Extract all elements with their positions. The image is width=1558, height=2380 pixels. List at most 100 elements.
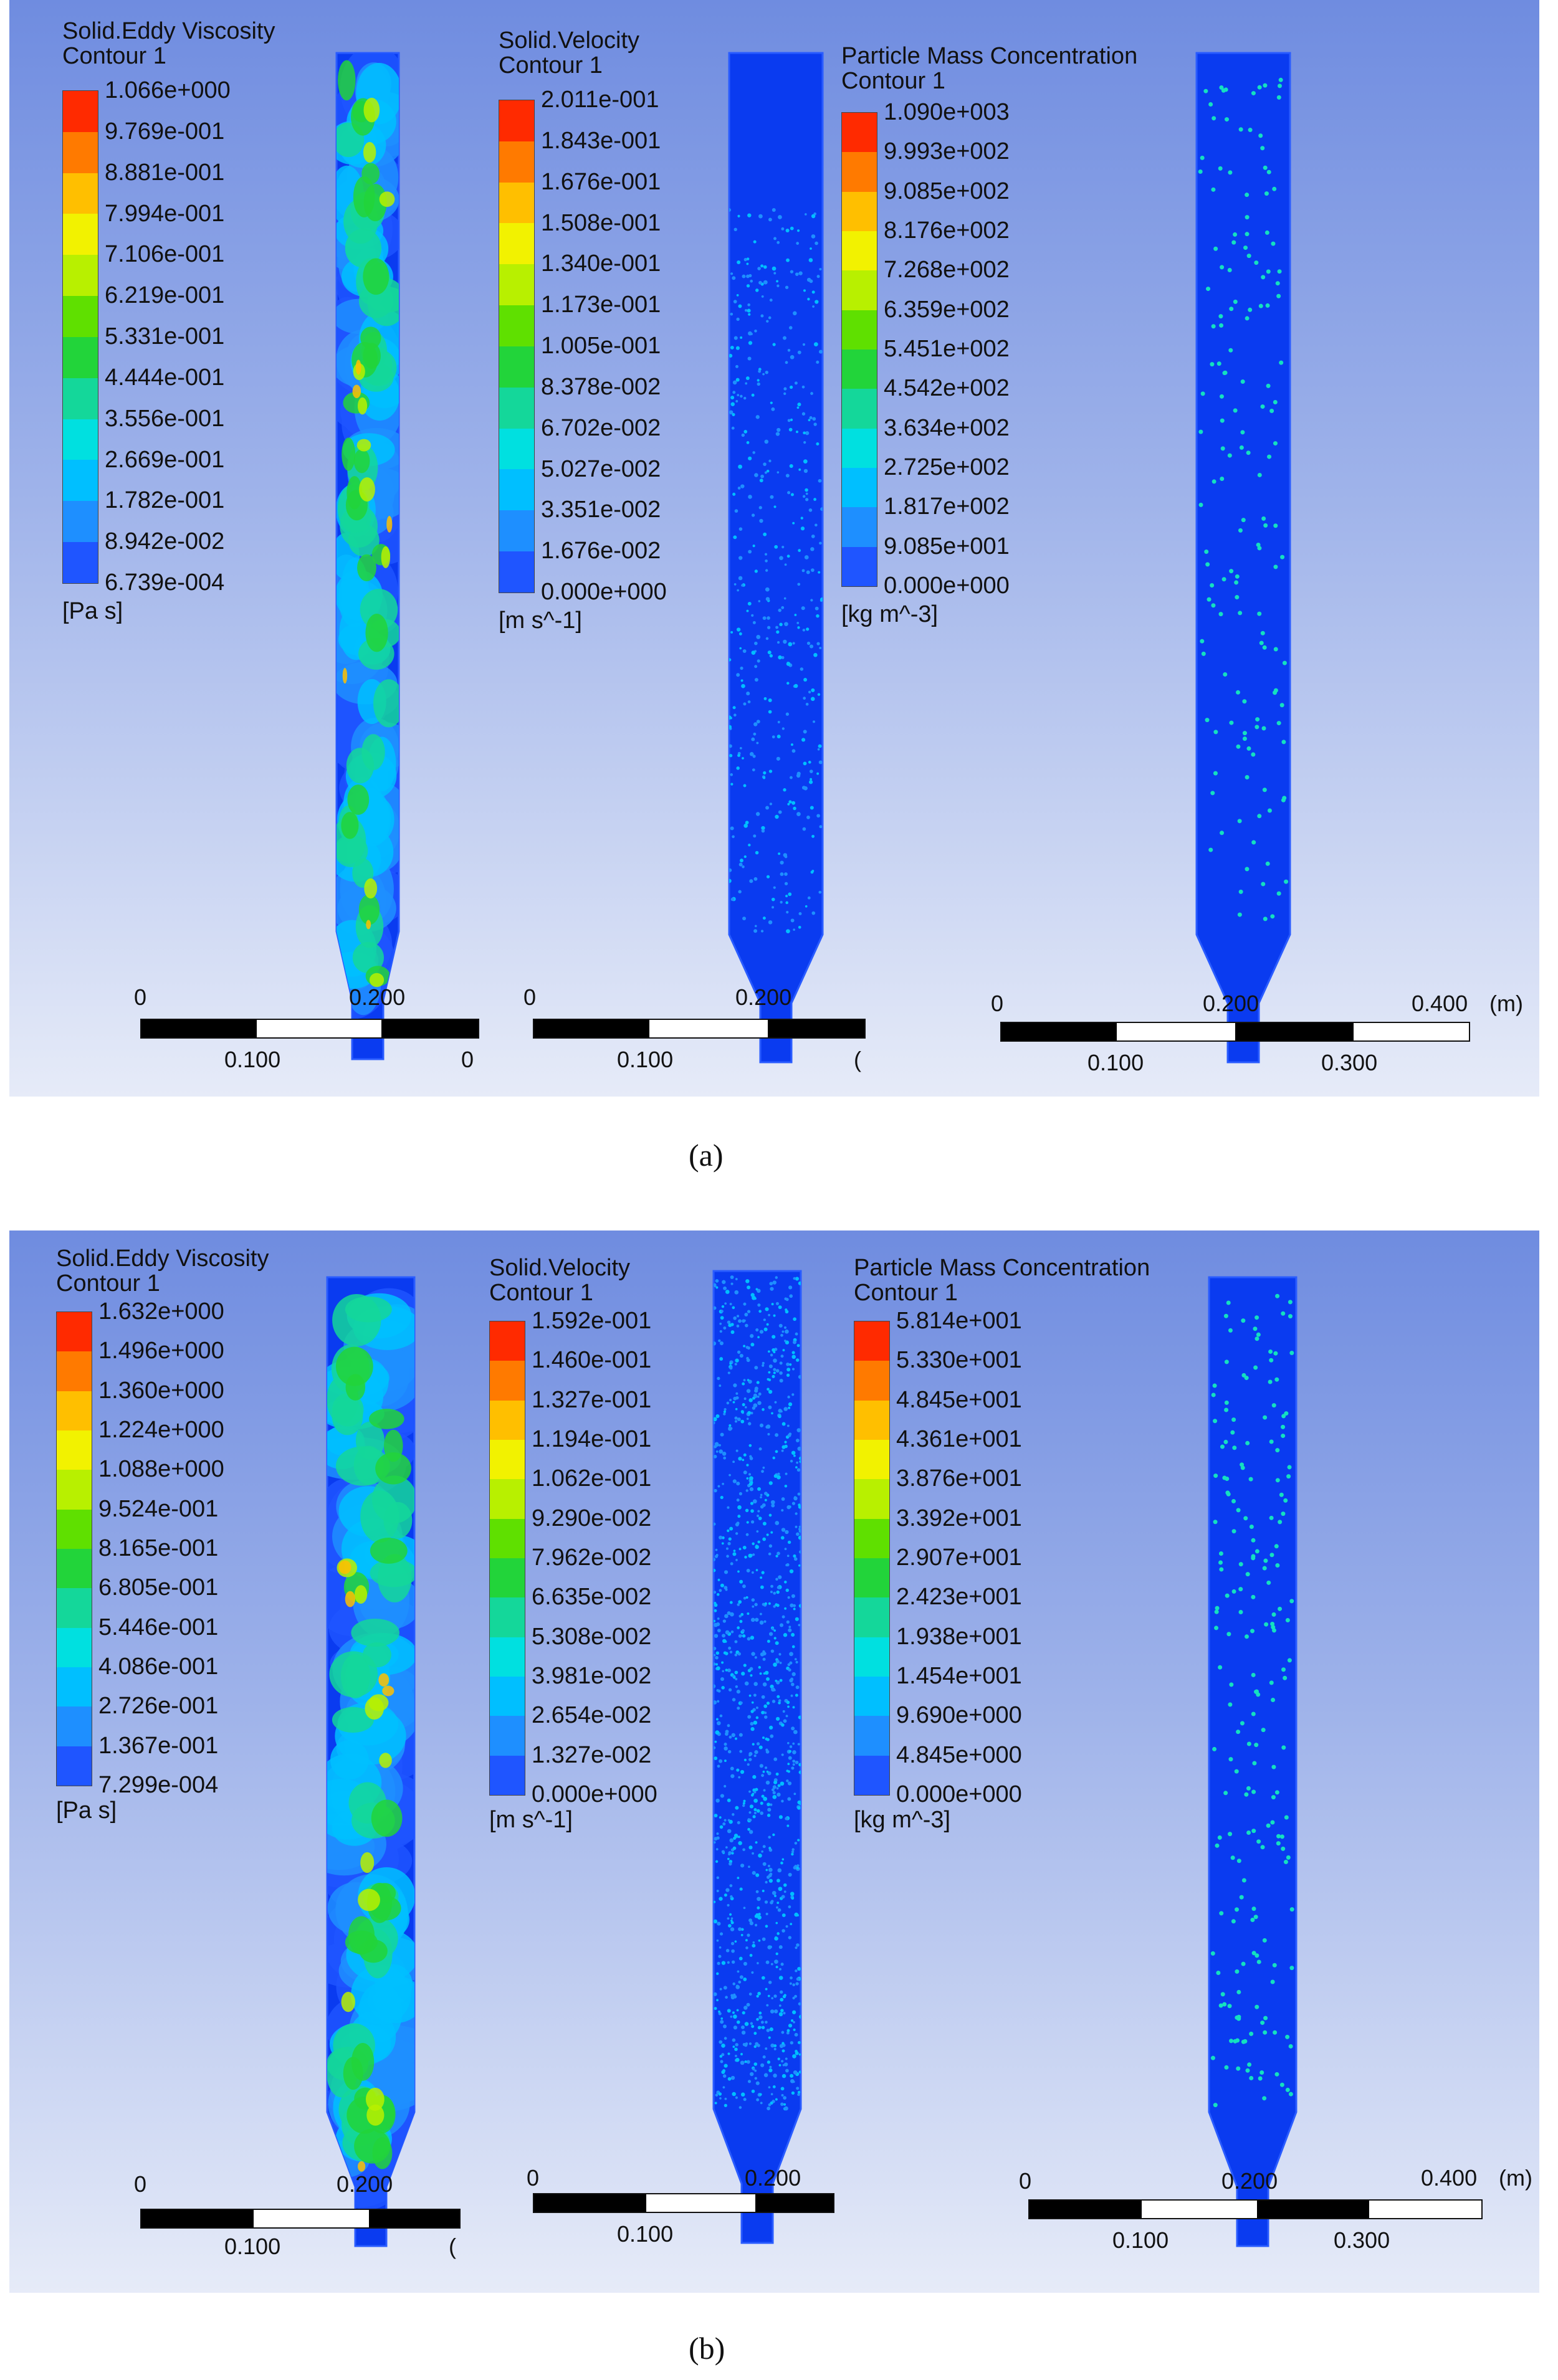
- particle-point: [730, 345, 734, 350]
- particle-point: [793, 806, 796, 811]
- colorbar-segment: [63, 91, 98, 132]
- particle-point: [1271, 1403, 1276, 1408]
- particle-point: [779, 1662, 782, 1664]
- particle-point: [720, 2017, 724, 2020]
- particle-point: [804, 555, 809, 559]
- particle-point: [740, 1933, 743, 1936]
- particle-point: [1265, 303, 1270, 308]
- particle-point: [771, 1412, 773, 1415]
- particle-point: [730, 1895, 733, 1898]
- colorbar-tick-label: 1.454e+001: [896, 1663, 1022, 1689]
- particle-point: [781, 1449, 784, 1452]
- particle-point: [734, 1670, 738, 1675]
- particle-point: [738, 2106, 742, 2109]
- particle-point: [724, 2037, 727, 2040]
- particle-point: [795, 1512, 798, 1515]
- particle-point: [798, 1456, 801, 1460]
- particle-point: [787, 1797, 791, 1801]
- particle-point: [737, 1603, 740, 1606]
- particle-point: [780, 872, 784, 877]
- particle-point: [714, 1992, 717, 1996]
- particle-point: [771, 407, 775, 411]
- particle-point: [777, 641, 780, 644]
- particle-point: [733, 1676, 736, 1679]
- particle-point: [768, 1867, 773, 1872]
- particle-point: [729, 1884, 733, 1887]
- particle-point: [743, 855, 747, 859]
- particle-point: [733, 1837, 737, 1840]
- colorbar-segment: [499, 305, 534, 346]
- particle-point: [748, 550, 752, 554]
- particle-point: [790, 1459, 793, 1463]
- particle-point: [750, 1617, 755, 1622]
- particle-point: [714, 2007, 717, 2011]
- particle-point: [743, 1302, 747, 1306]
- particle-point: [811, 688, 815, 692]
- particle-point: [797, 2090, 801, 2094]
- particle-point: [734, 1290, 739, 1295]
- particle-point: [776, 1906, 778, 1909]
- particle-point: [729, 208, 731, 212]
- particle-point: [1259, 640, 1264, 645]
- particle-point: [730, 826, 734, 831]
- particle-point: [739, 1887, 743, 1891]
- particle-point: [762, 1845, 766, 1849]
- particle-point: [716, 1972, 719, 1976]
- particle-point: [735, 1806, 739, 1810]
- particle-point: [798, 1770, 801, 1774]
- particle-point: [765, 2021, 768, 2024]
- particle-point: [780, 1333, 783, 1337]
- particle-point: [736, 1498, 740, 1502]
- particle-point: [791, 749, 796, 753]
- particle-point: [756, 1381, 760, 1384]
- particle-point: [1249, 2075, 1254, 2080]
- particle-point: [718, 2092, 722, 2096]
- particle-point: [720, 1583, 724, 1587]
- particle-point: [735, 1532, 738, 1535]
- particle-point: [793, 1317, 796, 1321]
- particle-point: [747, 1637, 751, 1641]
- particle-point: [813, 653, 818, 657]
- particle-point: [745, 1596, 748, 1599]
- particle-point: [720, 1432, 724, 1437]
- particle-point: [810, 599, 813, 602]
- particle-point: [789, 1982, 792, 1985]
- particle-point: [730, 2016, 733, 2018]
- particle-point: [781, 545, 785, 549]
- particle-point: [773, 1351, 776, 1354]
- particle-point: [737, 1626, 740, 1630]
- particle-point: [776, 1787, 779, 1790]
- particle-point: [773, 1637, 777, 1640]
- particle-point: [735, 400, 738, 402]
- particle-point: [759, 1621, 764, 1625]
- particle-point: [1238, 127, 1243, 132]
- particle-point: [720, 2020, 724, 2024]
- scale-bar-b2: [533, 2193, 834, 2213]
- colorbar-tick-label: 6.805e-001: [98, 1574, 219, 1601]
- particle-point: [751, 513, 755, 517]
- particle-point: [740, 1419, 745, 1424]
- particle-point: [753, 1808, 757, 1812]
- particle-point: [797, 1492, 801, 1496]
- particle-point: [796, 622, 800, 624]
- particle-point: [772, 1335, 776, 1339]
- particle-point: [805, 498, 809, 502]
- particle-point: [715, 1278, 719, 1283]
- particle-point: [743, 2098, 747, 2102]
- colorbar-segment: [842, 349, 877, 389]
- particle-point: [781, 1330, 785, 1333]
- particle-point: [1282, 660, 1287, 665]
- colorbar-segment: [842, 113, 877, 153]
- particle-point: [730, 2075, 735, 2080]
- particle-point: [1198, 502, 1203, 507]
- particle-point: [792, 1742, 795, 1745]
- particle-point: [759, 1764, 763, 1768]
- particle-point: [735, 1685, 738, 1688]
- contour-blob: [345, 1591, 356, 1607]
- particle-point: [803, 469, 808, 474]
- colorbar-segment: [842, 191, 877, 231]
- particle-point: [815, 606, 819, 611]
- particle-point: [734, 1363, 737, 1366]
- particle-point: [1258, 2076, 1263, 2081]
- particle-point: [714, 1662, 716, 1666]
